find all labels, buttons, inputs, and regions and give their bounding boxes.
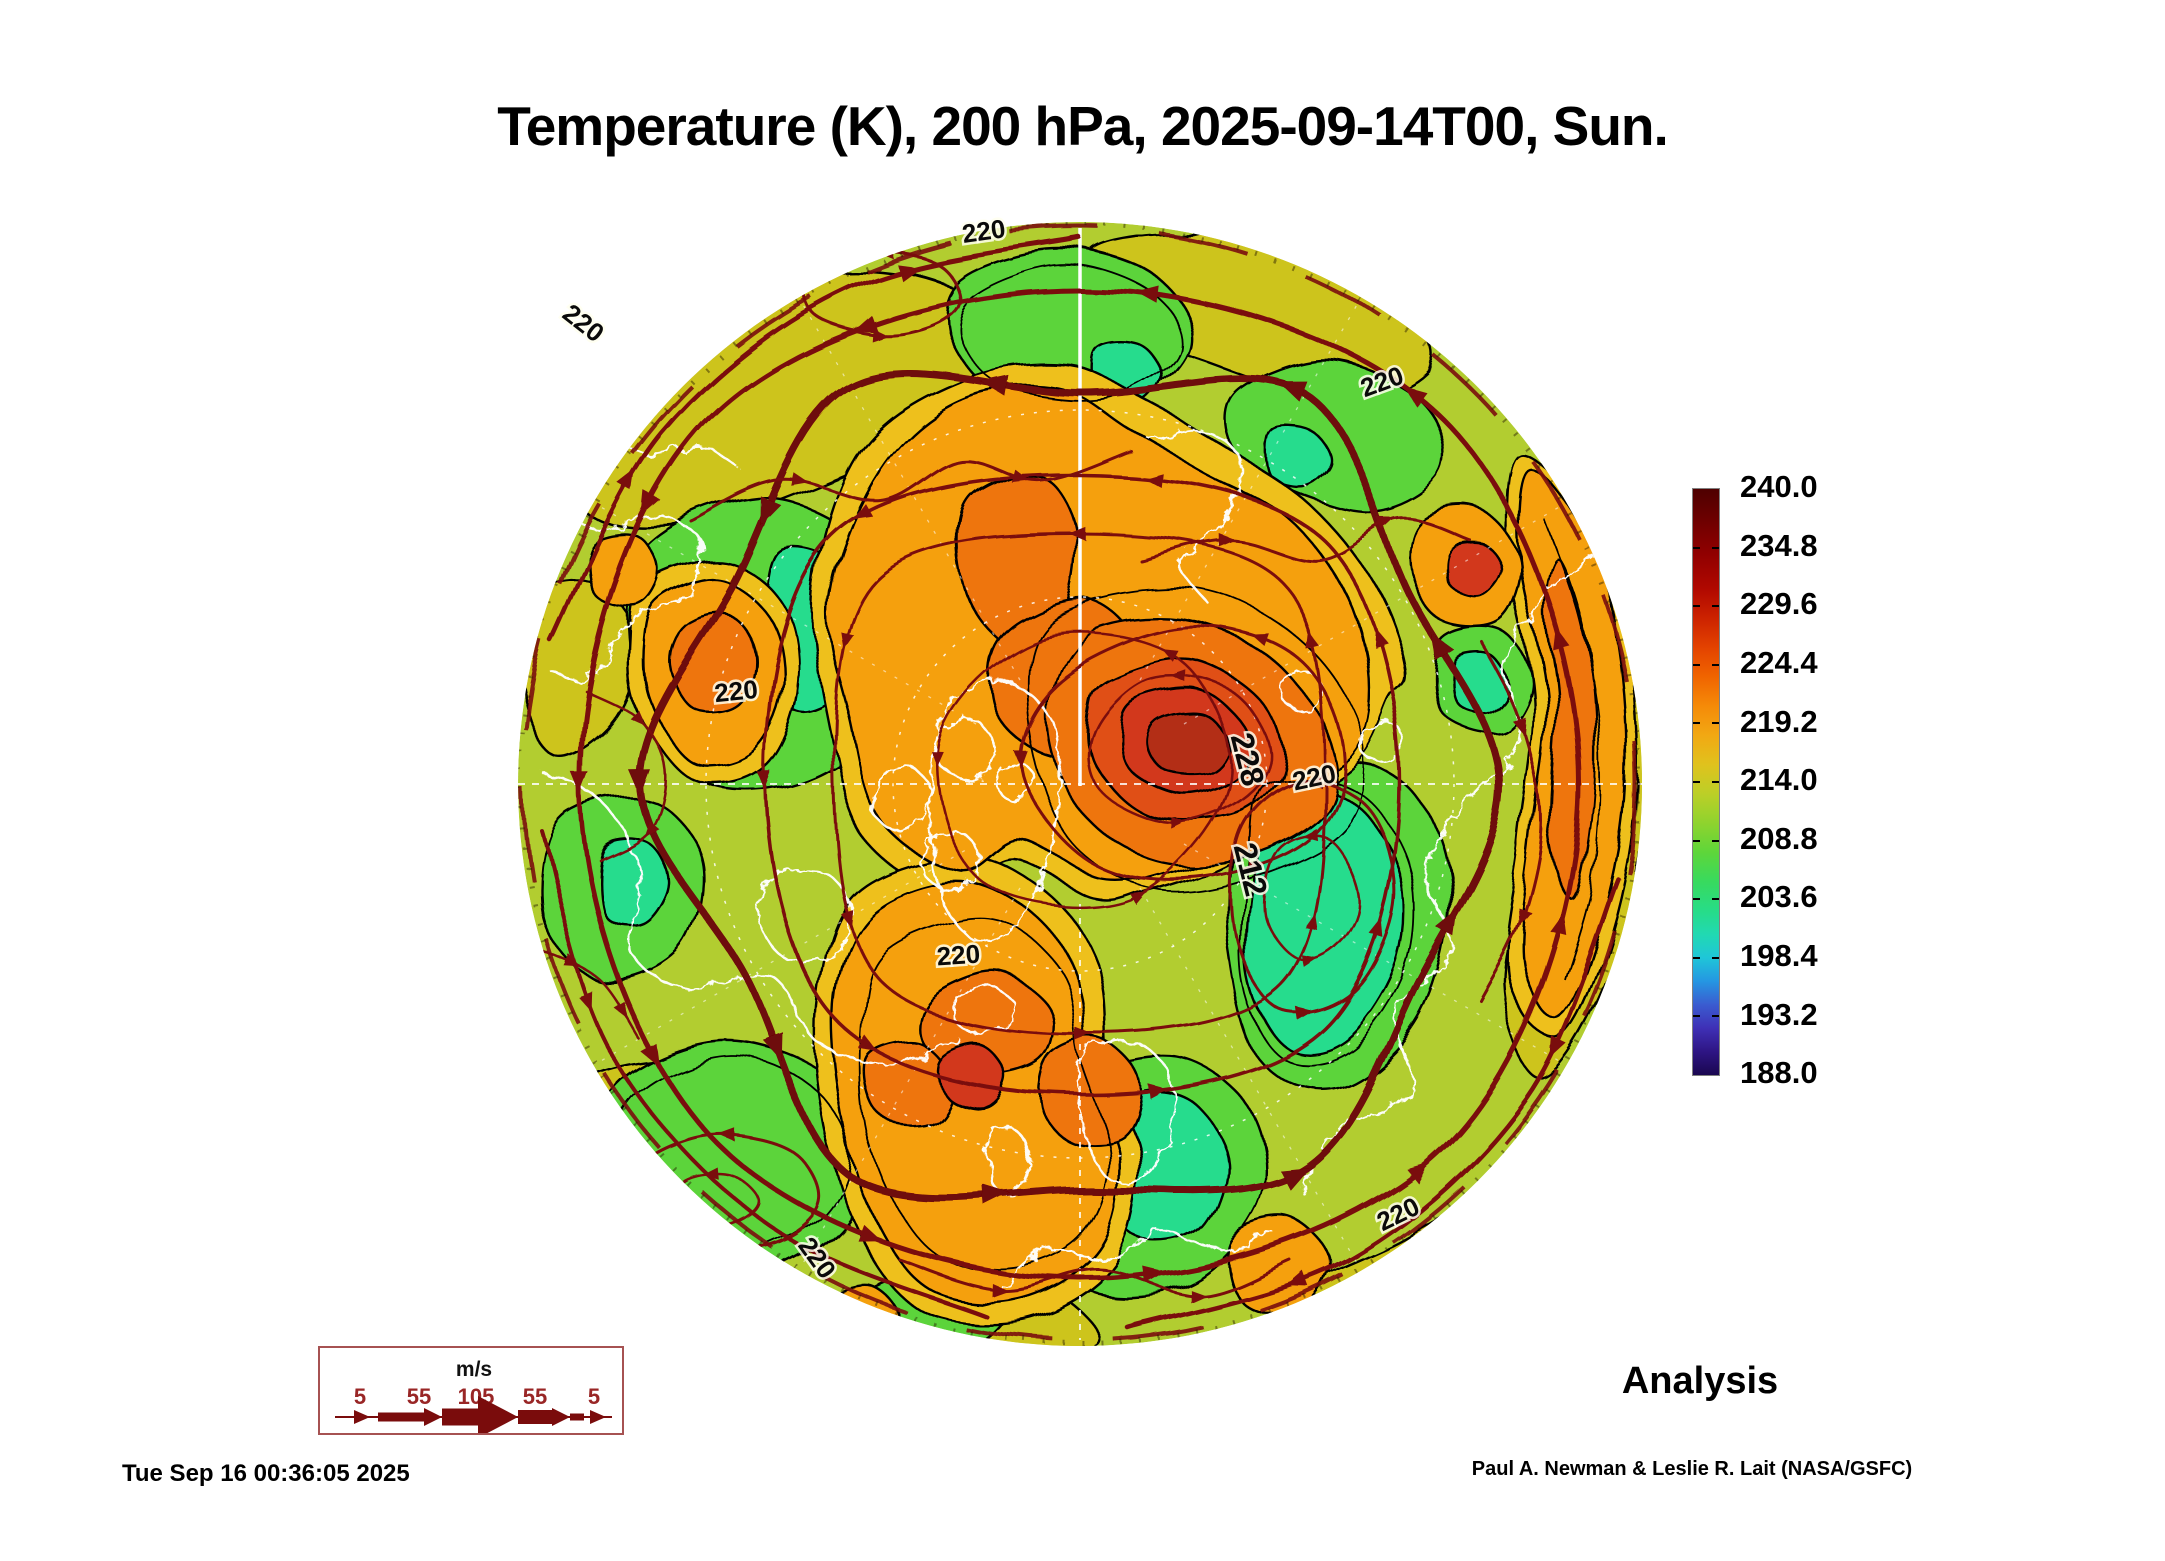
credit-line: Paul A. Newman & Leslie R. Lait (NASA/GS… xyxy=(1471,1458,1913,1480)
colorbar-tick xyxy=(1693,840,1700,842)
colorbar-label: 229.6 xyxy=(1740,586,1818,621)
contour-label: 220 xyxy=(960,213,1007,249)
colorbar-tick xyxy=(1693,1015,1700,1017)
colorbar-tick xyxy=(1693,781,1700,783)
colorbar-tick xyxy=(1693,547,1700,549)
plot-title: Temperature (K), 200 hPa, 2025-09-14T00,… xyxy=(497,95,1669,157)
contour-label: 220 xyxy=(713,674,759,708)
run-type-label: Analysis xyxy=(1621,1360,1779,1402)
colorbar xyxy=(1692,488,1720,1076)
contour-label: 220 xyxy=(557,298,610,348)
colorbar-label: 240.0 xyxy=(1740,469,1818,504)
graticule xyxy=(518,228,1642,1340)
colorbar-tick xyxy=(1693,722,1700,724)
wind-legend-speed: 5 xyxy=(354,1384,366,1409)
colorbar-tick xyxy=(1693,664,1700,666)
wind-streamlines xyxy=(518,222,1642,1346)
colorbar-label: 208.8 xyxy=(1740,821,1818,856)
colorbar-label: 224.4 xyxy=(1740,645,1818,680)
contour-label: 220 xyxy=(936,939,981,972)
colorbar-label: 193.2 xyxy=(1740,997,1818,1032)
wind-legend-speed: 55 xyxy=(523,1384,547,1409)
wind-legend-speed: 55 xyxy=(407,1384,431,1409)
colorbar-label: 198.4 xyxy=(1740,938,1818,973)
wind-legend-speed: 5 xyxy=(588,1384,600,1409)
colorbar-tick xyxy=(1693,898,1700,900)
wind-scale-arrow xyxy=(335,1396,612,1433)
colorbar-tick xyxy=(1693,605,1700,607)
colorbar-label: 234.8 xyxy=(1740,528,1818,563)
colorbar-label: 219.2 xyxy=(1740,704,1818,739)
colorbar-label: 214.0 xyxy=(1740,762,1818,797)
wind-speed-legend: m/s 5 55 105 55 5 xyxy=(318,1346,624,1435)
colorbar-label: 203.6 xyxy=(1740,879,1818,914)
wind-legend-units: m/s xyxy=(456,1358,492,1381)
colorbar-label: 188.0 xyxy=(1740,1055,1818,1090)
generation-timestamp: Tue Sep 16 00:36:05 2025 xyxy=(122,1460,410,1487)
colorbar-tick xyxy=(1693,957,1700,959)
